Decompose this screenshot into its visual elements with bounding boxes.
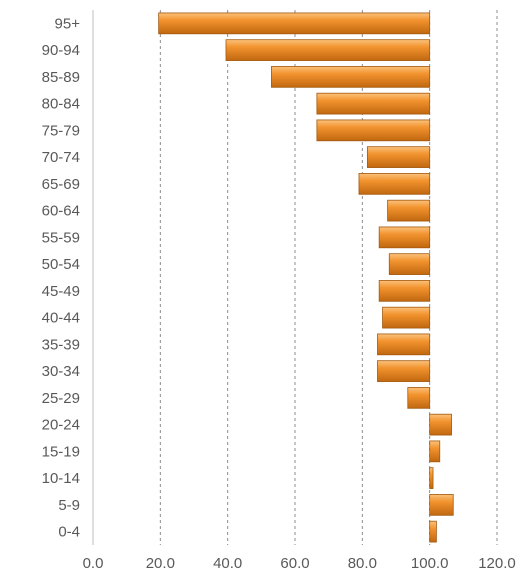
category-label: 65-69 [42, 176, 80, 193]
x-tick-label: 20.0 [146, 555, 175, 572]
category-label: 60-64 [42, 203, 80, 220]
category-label: 80-84 [42, 96, 80, 113]
category-label: 20-24 [42, 417, 80, 434]
bar-75-79 [316, 119, 431, 142]
bar-90-94 [225, 39, 431, 61]
bar-25-29 [407, 387, 431, 409]
category-label: 30-34 [42, 363, 80, 380]
x-tick-label: 0.0 [83, 555, 104, 572]
x-tick-label: 60.0 [280, 555, 309, 572]
bar-20-24 [429, 413, 452, 436]
bar-10-14 [429, 467, 434, 489]
bar-95+ [158, 12, 431, 35]
bars [158, 12, 454, 543]
bar-80-84 [316, 92, 431, 115]
x-tick-labels: 0.0 20.0 40.0 60.0 80.0 100.0 120.0 [83, 555, 516, 572]
category-label: 50-54 [42, 256, 80, 273]
category-label: 85-89 [42, 69, 80, 86]
bar-35-39 [377, 333, 431, 356]
bar-30-34 [377, 360, 431, 382]
bar-85-89 [271, 66, 431, 88]
bar-65-69 [358, 173, 431, 195]
bar-70-74 [366, 146, 431, 168]
x-tick-label: 40.0 [213, 555, 242, 572]
category-label: 5-9 [58, 497, 80, 514]
category-label: 35-39 [42, 336, 80, 353]
category-label: 55-59 [42, 229, 80, 246]
x-tick-label: 80.0 [348, 555, 377, 572]
bar-40-44 [382, 306, 431, 329]
bar-45-49 [378, 280, 431, 302]
bar-60-64 [387, 199, 431, 222]
category-label: 10-14 [42, 470, 80, 487]
category-labels: 95+ 90-94 85-89 80-84 75-79 70-74 65-69 60-64 55… [42, 15, 81, 540]
gridlines [159, 10, 498, 545]
category-label: 75-79 [42, 122, 80, 139]
bar-15-19 [429, 440, 441, 463]
category-label: 45-49 [42, 283, 80, 300]
category-label: 70-74 [42, 149, 80, 166]
bar-50-54 [388, 253, 431, 275]
category-label: 95+ [55, 15, 81, 32]
bar-55-59 [378, 226, 431, 249]
bar-5-9 [429, 494, 454, 516]
category-label: 15-19 [42, 443, 80, 460]
x-tick-label: 120.0 [478, 555, 516, 572]
x-tick-label: 100.0 [411, 555, 449, 572]
category-label: 40-44 [42, 310, 80, 327]
category-label: 0-4 [58, 524, 80, 541]
category-label: 90-94 [42, 42, 80, 59]
bar-0-4 [429, 520, 437, 543]
category-label: 25-29 [42, 390, 80, 407]
